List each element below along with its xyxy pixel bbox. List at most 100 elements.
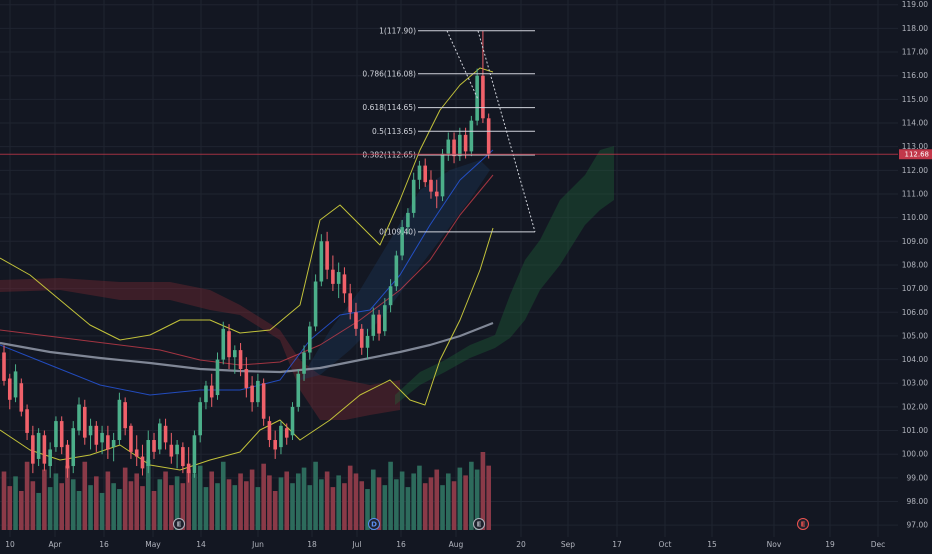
volume-bar xyxy=(452,481,457,530)
candle-body xyxy=(54,421,58,447)
volume-bar xyxy=(204,487,209,530)
candle-body xyxy=(360,329,364,348)
y-tick-label: 106.00 xyxy=(902,308,928,317)
volume-bar xyxy=(279,477,284,530)
candle-body xyxy=(25,409,29,433)
candle-body xyxy=(14,371,18,397)
candle-body xyxy=(481,76,485,119)
y-tick-label: 117.00 xyxy=(902,48,928,57)
fib-level-label: 0.618(114.65) xyxy=(362,103,416,112)
candle-body xyxy=(204,386,208,403)
y-tick-label: 113.00 xyxy=(902,142,928,151)
volume-bar xyxy=(25,462,30,530)
volume-bar xyxy=(388,462,393,530)
candle-body xyxy=(383,305,387,331)
y-tick-label: 119.00 xyxy=(902,0,928,9)
x-tick-label: 10 xyxy=(5,540,15,549)
volume-bar xyxy=(31,481,36,530)
candle-body xyxy=(221,329,225,360)
volume-bar xyxy=(227,479,232,530)
volume-bar xyxy=(256,487,261,530)
candle-body xyxy=(291,407,295,435)
fib-level-label: 1(117.90) xyxy=(379,26,416,35)
candle-body xyxy=(181,447,185,466)
x-tick-label: Dec xyxy=(871,540,886,549)
candle-body xyxy=(31,435,35,463)
candle-body xyxy=(118,400,122,440)
y-tick-label: 116.00 xyxy=(902,71,928,80)
y-tick-label: 100.00 xyxy=(902,450,928,459)
candle-body xyxy=(296,374,300,407)
candle-body xyxy=(464,135,468,152)
fib-level-label: 0.382(112.65) xyxy=(362,150,416,159)
volume-bar xyxy=(469,462,474,530)
volume-bar xyxy=(296,473,301,530)
candle-body xyxy=(141,457,145,469)
volume-bar xyxy=(486,466,491,530)
candle-body xyxy=(8,379,12,400)
fib-level-label: 0.5(113.65) xyxy=(372,127,416,136)
candle-body xyxy=(279,426,283,447)
candle-body xyxy=(158,423,162,449)
volume-bar xyxy=(440,485,445,530)
event-marker-label: D xyxy=(371,521,377,529)
candle-body xyxy=(325,241,329,269)
volume-bar xyxy=(273,491,278,530)
x-tick-label: Jul xyxy=(351,540,361,549)
candle-body xyxy=(262,383,266,418)
volume-bar xyxy=(394,479,399,530)
volume-bar xyxy=(400,472,405,531)
y-tick-label: 104.00 xyxy=(902,355,928,364)
y-tick-label: 114.00 xyxy=(902,119,928,128)
candle-body xyxy=(441,154,445,197)
x-tick-label: 19 xyxy=(825,540,835,549)
x-tick-label: Jun xyxy=(251,540,264,549)
volume-bar xyxy=(117,489,122,530)
fib-level-label: 0.786(116.08) xyxy=(362,69,416,78)
y-tick-label: 111.00 xyxy=(902,189,928,198)
volume-bar xyxy=(331,487,336,530)
y-tick-label: 105.00 xyxy=(902,331,928,340)
candle-body xyxy=(371,315,375,336)
price-axis[interactable]: 97.00 98.00 99.00 100.00 101.00 102.00 103.00 1… xyxy=(902,0,928,529)
candle-body xyxy=(256,381,260,402)
volume-bar xyxy=(354,473,359,530)
y-tick-label: 99.00 xyxy=(907,473,929,482)
volume-bar xyxy=(267,475,272,530)
volume-bar xyxy=(434,470,439,530)
candle-body xyxy=(20,383,24,411)
volume-bar xyxy=(77,491,82,530)
volume-bar xyxy=(336,475,341,530)
y-tick-label: 102.00 xyxy=(902,402,928,411)
volume-bar xyxy=(54,473,59,530)
candle-body xyxy=(170,445,174,457)
candle-body xyxy=(348,293,352,312)
candle-body xyxy=(366,336,370,348)
x-tick-label: Nov xyxy=(767,540,782,549)
volume-bar xyxy=(319,479,324,530)
volume-bar xyxy=(233,485,238,530)
volume-bar xyxy=(215,483,220,530)
candle-body xyxy=(302,352,306,373)
candle-body xyxy=(198,402,202,435)
volume-bar xyxy=(244,481,249,530)
candle-body xyxy=(268,421,272,440)
candle-body xyxy=(193,435,197,473)
candle-body xyxy=(250,386,254,403)
candle-body xyxy=(377,315,381,334)
y-tick-label: 112.00 xyxy=(902,166,928,175)
volume-bar xyxy=(169,485,174,530)
candle-body xyxy=(227,331,231,357)
volume-bar xyxy=(411,473,416,530)
volume-bar xyxy=(140,486,145,530)
candle-body xyxy=(43,435,47,463)
volume-bar xyxy=(284,472,289,531)
candle-body xyxy=(285,428,289,437)
volume-bar xyxy=(7,486,12,530)
y-tick-label: 118.00 xyxy=(902,24,928,33)
x-tick-label: 20 xyxy=(516,540,526,549)
candle-body xyxy=(66,445,70,469)
